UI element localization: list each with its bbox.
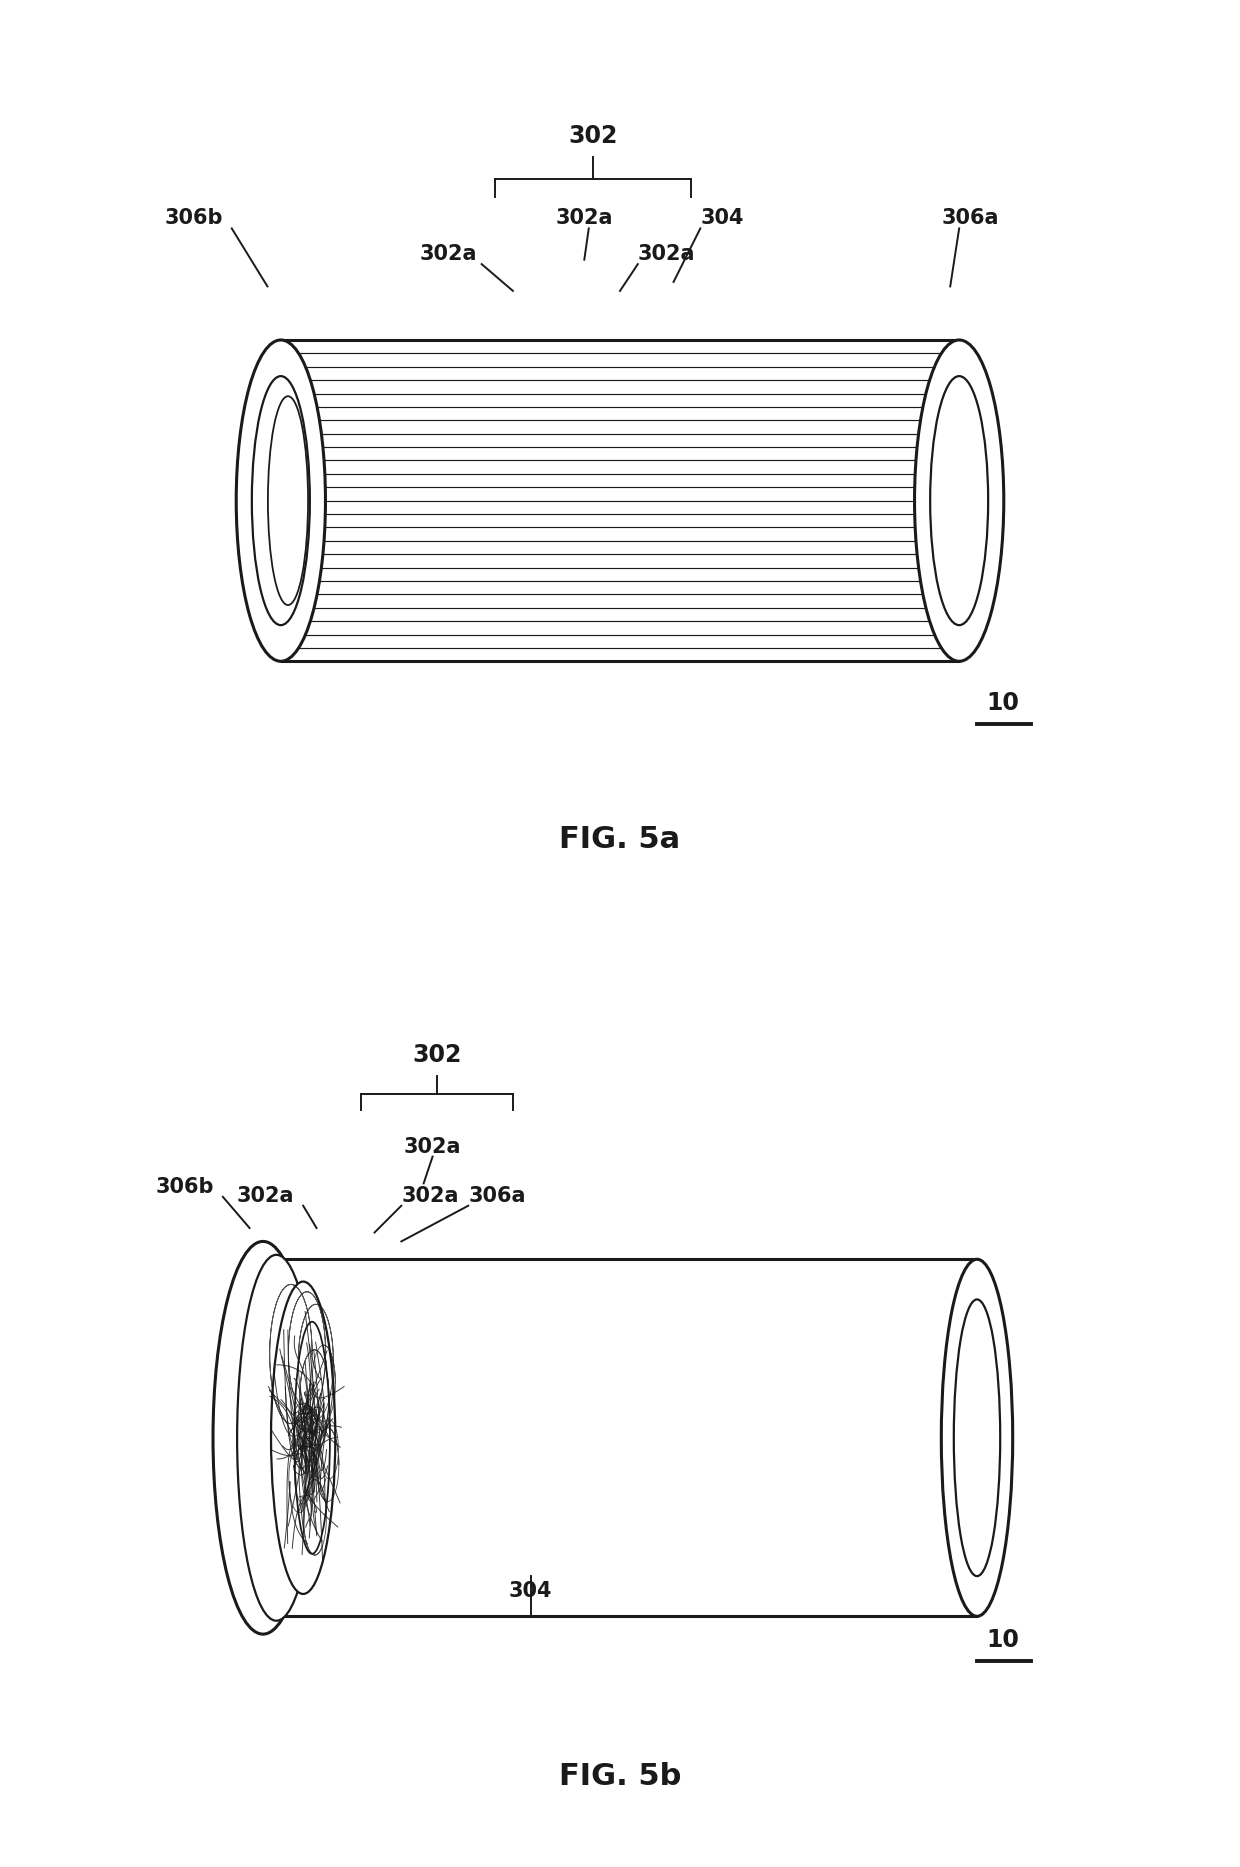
Text: 304: 304 [508,1581,553,1600]
Text: 306a: 306a [469,1186,526,1206]
Text: 302a: 302a [556,209,613,228]
Text: 302a: 302a [402,1186,459,1206]
Text: 302a: 302a [237,1186,294,1206]
Text: 10: 10 [986,1628,1019,1652]
Ellipse shape [268,396,308,605]
Text: 306b: 306b [155,1176,215,1197]
Ellipse shape [954,1299,1001,1576]
Text: 302a: 302a [637,245,696,263]
Text: 306a: 306a [941,209,998,228]
Text: FIG. 5a: FIG. 5a [559,825,681,855]
Text: 304: 304 [701,209,744,228]
Text: FIG. 5b: FIG. 5b [559,1762,681,1792]
Text: 302a: 302a [419,245,477,263]
Ellipse shape [915,340,1004,661]
Ellipse shape [236,340,325,661]
Ellipse shape [930,375,988,625]
Text: 302: 302 [568,123,618,147]
Text: 302: 302 [413,1044,461,1068]
Ellipse shape [294,1322,330,1553]
Text: 302a: 302a [404,1137,461,1158]
Ellipse shape [252,375,310,625]
Text: 306b: 306b [165,209,223,228]
Ellipse shape [237,1255,316,1621]
Ellipse shape [272,1281,335,1594]
Ellipse shape [941,1258,1013,1617]
Text: 10: 10 [986,691,1019,715]
Ellipse shape [213,1242,312,1634]
